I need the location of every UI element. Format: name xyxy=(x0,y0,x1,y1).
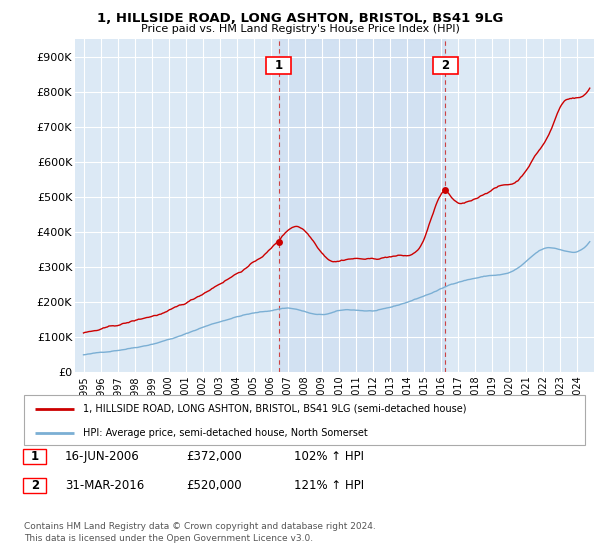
Text: 2: 2 xyxy=(441,59,449,72)
Text: £372,000: £372,000 xyxy=(186,450,242,463)
Text: Contains HM Land Registry data © Crown copyright and database right 2024.: Contains HM Land Registry data © Crown c… xyxy=(24,522,376,531)
Text: 16-JUN-2006: 16-JUN-2006 xyxy=(65,450,140,463)
FancyBboxPatch shape xyxy=(24,395,585,445)
Bar xyxy=(278,39,445,372)
Text: This data is licensed under the Open Government Licence v3.0.: This data is licensed under the Open Gov… xyxy=(24,534,313,543)
Text: 2: 2 xyxy=(31,479,39,492)
Text: 31-MAR-2016: 31-MAR-2016 xyxy=(65,479,144,492)
Text: 1: 1 xyxy=(274,59,283,72)
Text: HPI: Average price, semi-detached house, North Somerset: HPI: Average price, semi-detached house,… xyxy=(83,428,368,438)
Text: Price paid vs. HM Land Registry's House Price Index (HPI): Price paid vs. HM Land Registry's House … xyxy=(140,24,460,34)
Bar xyxy=(278,39,445,372)
Text: 1, HILLSIDE ROAD, LONG ASHTON, BRISTOL, BS41 9LG: 1, HILLSIDE ROAD, LONG ASHTON, BRISTOL, … xyxy=(97,12,503,25)
Text: £520,000: £520,000 xyxy=(186,479,242,492)
Text: 1: 1 xyxy=(31,450,39,463)
Text: 121% ↑ HPI: 121% ↑ HPI xyxy=(294,479,364,492)
Text: 102% ↑ HPI: 102% ↑ HPI xyxy=(294,450,364,463)
Text: 1, HILLSIDE ROAD, LONG ASHTON, BRISTOL, BS41 9LG (semi-detached house): 1, HILLSIDE ROAD, LONG ASHTON, BRISTOL, … xyxy=(83,404,466,414)
